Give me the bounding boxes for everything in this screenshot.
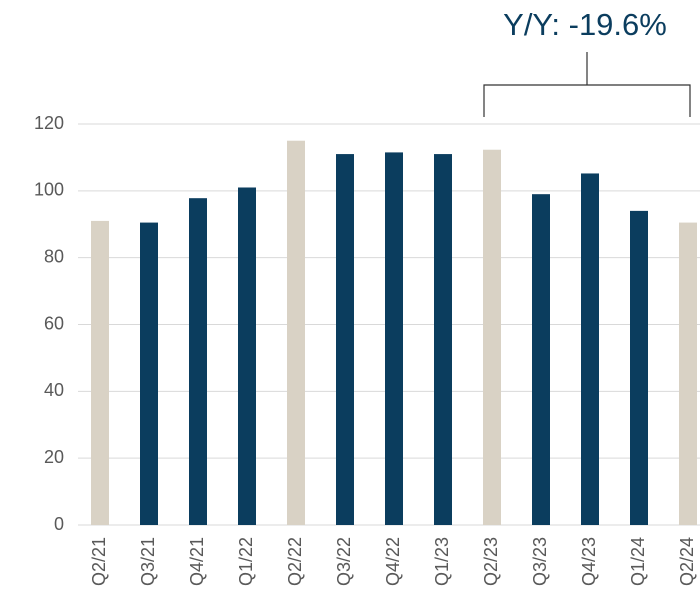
bar bbox=[140, 222, 158, 525]
bar bbox=[91, 220, 109, 526]
y-tick-label: 100 bbox=[34, 180, 64, 200]
bar bbox=[287, 140, 305, 526]
y-tick-label: 60 bbox=[44, 313, 64, 333]
x-tick-label: Q3/23 bbox=[530, 537, 550, 586]
bar bbox=[238, 187, 256, 525]
y-tick-label: 20 bbox=[44, 447, 64, 467]
x-tick-label: Q2/22 bbox=[285, 537, 305, 586]
x-tick-label: Q4/23 bbox=[579, 537, 599, 586]
y-tick-label: 0 bbox=[54, 514, 64, 534]
bar bbox=[336, 154, 354, 525]
bar bbox=[581, 173, 599, 525]
x-tick-label: Q1/23 bbox=[432, 537, 452, 586]
x-tick-label: Q4/22 bbox=[383, 537, 403, 586]
bar bbox=[483, 149, 501, 525]
x-tick-label: Q1/24 bbox=[628, 537, 648, 586]
x-tick-label: Q3/22 bbox=[334, 537, 354, 586]
y-tick-label: 120 bbox=[34, 113, 64, 133]
y-tick-label: 40 bbox=[44, 380, 64, 400]
bar bbox=[385, 152, 403, 525]
bar bbox=[434, 154, 452, 525]
x-tick-label: Q2/21 bbox=[89, 537, 109, 586]
annotation: Y/Y: -19.6% bbox=[503, 7, 667, 42]
x-tick-label: Q1/22 bbox=[236, 537, 256, 586]
bar bbox=[630, 210, 648, 525]
bar bbox=[532, 194, 550, 526]
y-tick-label: 80 bbox=[44, 246, 64, 266]
bar bbox=[189, 198, 207, 525]
bracket bbox=[483, 52, 691, 117]
x-tick-label: Q4/21 bbox=[187, 537, 207, 586]
x-tick-label: Q2/23 bbox=[481, 537, 501, 586]
x-tick-label: Q3/21 bbox=[138, 537, 158, 586]
x-tick-label: Q2/24 bbox=[677, 537, 697, 586]
bar bbox=[679, 222, 697, 525]
